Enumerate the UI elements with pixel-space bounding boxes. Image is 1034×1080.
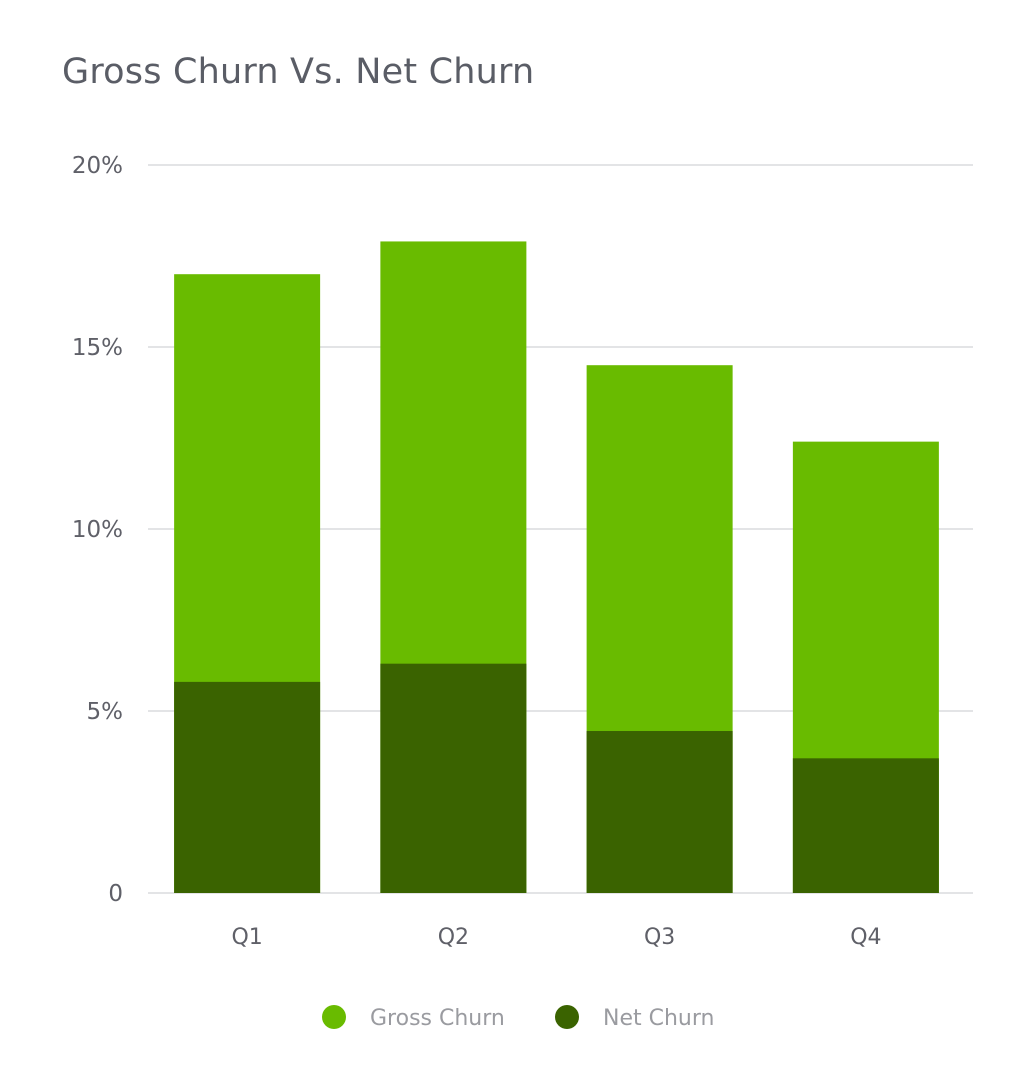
legend-swatch-net-churn xyxy=(555,1005,579,1029)
legend-label-net-churn: Net Churn xyxy=(603,1006,714,1031)
x-tick-label: Q4 xyxy=(850,925,881,950)
x-tick-label: Q2 xyxy=(438,925,469,950)
legend-label-gross-churn: Gross Churn xyxy=(370,1006,505,1031)
y-tick-label: 15% xyxy=(72,335,123,361)
x-axis-ticks: Q1 Q2 Q3 Q4 xyxy=(231,925,881,950)
y-tick-label: 0 xyxy=(108,881,123,907)
net-churn-bar xyxy=(380,663,527,893)
y-tick-label: 20% xyxy=(72,153,123,179)
legend-swatch-gross-churn xyxy=(322,1005,346,1029)
net-churn-bar xyxy=(174,681,321,893)
y-tick-label: 5% xyxy=(87,699,124,725)
legend: Gross Churn Net Churn xyxy=(322,1005,714,1031)
chart-title: Gross Churn Vs. Net Churn xyxy=(62,52,535,92)
net-churn-bar xyxy=(586,731,733,893)
x-tick-label: Q3 xyxy=(644,925,675,950)
y-axis-ticks: 0 5% 10% 15% 20% xyxy=(72,153,123,907)
net-churn-bar xyxy=(792,758,939,893)
y-tick-label: 10% xyxy=(72,517,123,543)
x-tick-label: Q1 xyxy=(231,925,262,950)
bars xyxy=(174,241,939,893)
